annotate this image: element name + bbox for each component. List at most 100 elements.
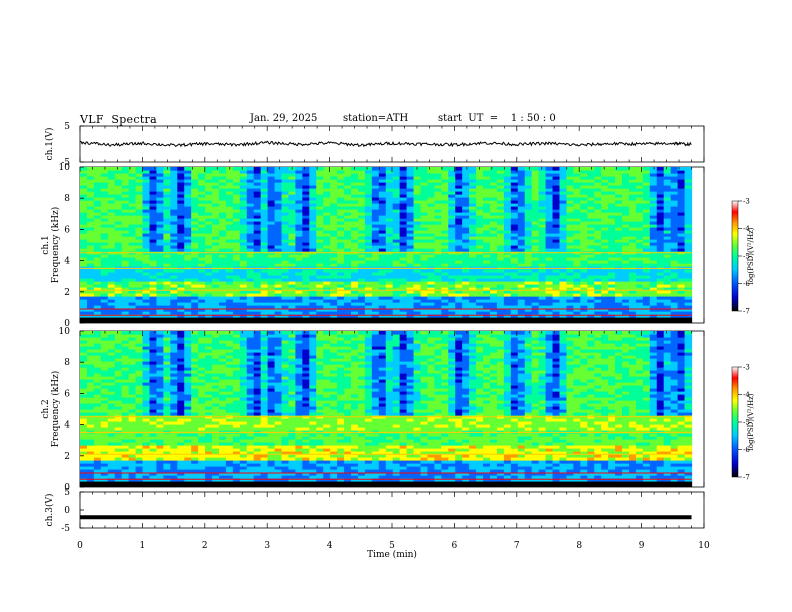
spectrogram-cell bbox=[149, 212, 158, 216]
spectrogram-cell bbox=[86, 442, 95, 446]
spectrogram-cell bbox=[295, 263, 303, 267]
spectrogram-cell bbox=[413, 293, 422, 297]
spectrogram-cell bbox=[239, 266, 248, 270]
spectrogram-cell bbox=[357, 308, 366, 312]
spectrogram-cell bbox=[114, 379, 123, 383]
spectrogram-cell bbox=[80, 337, 88, 341]
spectrogram-cell bbox=[351, 242, 359, 246]
spectrogram-cell bbox=[364, 248, 373, 252]
spectrogram-cell bbox=[559, 242, 568, 246]
spectrogram-cell bbox=[163, 284, 171, 288]
spectrogram-cell bbox=[281, 248, 290, 252]
spectrogram-cell bbox=[100, 427, 109, 431]
spectrogram-cell bbox=[476, 218, 484, 222]
spectrogram-cell bbox=[378, 308, 387, 312]
spectrogram-cell bbox=[587, 209, 595, 213]
spectrogram-cell bbox=[469, 293, 477, 297]
spectrogram-cell bbox=[538, 200, 547, 204]
spectrogram-cell bbox=[163, 218, 171, 222]
spectrogram-cell bbox=[93, 167, 102, 171]
spectrogram-cell bbox=[253, 239, 262, 243]
spectrogram-cell bbox=[302, 254, 310, 258]
spectrogram-cell bbox=[628, 254, 637, 258]
spectrogram-cell bbox=[107, 478, 116, 482]
spectrogram-cell bbox=[86, 472, 95, 476]
spectrogram-cell bbox=[121, 308, 130, 312]
spectrogram-cell bbox=[608, 179, 616, 183]
spectrogram-cell bbox=[448, 281, 456, 285]
spectrogram-cell bbox=[114, 364, 123, 368]
spectrogram-cell bbox=[288, 209, 297, 213]
spectrogram-cell bbox=[552, 278, 561, 282]
spectrogram-cell bbox=[448, 290, 456, 294]
spectrogram-cell bbox=[649, 284, 658, 288]
spectrogram-cell bbox=[239, 173, 248, 177]
spectrogram-cell bbox=[80, 248, 88, 252]
spectrogram-cell bbox=[601, 215, 609, 219]
spectrogram-cell bbox=[364, 290, 373, 294]
spectrogram-cell bbox=[628, 236, 637, 240]
spectrogram-cell bbox=[406, 278, 415, 282]
spectrogram-cell bbox=[420, 281, 429, 285]
spectrogram-cell bbox=[135, 284, 144, 288]
spectrogram-cell bbox=[601, 302, 609, 306]
spectrogram-cell bbox=[524, 188, 533, 192]
spectrogram-cell bbox=[100, 176, 109, 180]
spectrogram-cell bbox=[406, 308, 415, 312]
spectrogram-cell bbox=[323, 245, 331, 249]
spectrogram-cell bbox=[149, 200, 158, 204]
spectrogram-cell bbox=[622, 287, 630, 291]
spectrogram-cell bbox=[288, 233, 297, 237]
spectrogram-cell bbox=[198, 197, 206, 201]
spectrogram-cell bbox=[135, 242, 144, 246]
spectrogram-cell bbox=[218, 227, 227, 231]
spectrogram-cell bbox=[260, 260, 269, 264]
spectrogram-cell bbox=[656, 311, 665, 315]
spectrogram-cell bbox=[371, 176, 380, 180]
spectrogram-cell bbox=[483, 281, 491, 285]
spectrogram-cell bbox=[427, 308, 436, 312]
spectrogram-cell bbox=[128, 197, 137, 201]
spectrogram-cell bbox=[371, 278, 380, 282]
spectrogram-cell bbox=[80, 448, 88, 452]
spectrogram-cell bbox=[330, 314, 338, 318]
spectrogram-cell bbox=[469, 236, 477, 240]
spectrogram-cell bbox=[392, 221, 401, 225]
spectrogram-cell bbox=[378, 299, 387, 303]
spectrogram-cell bbox=[191, 311, 199, 315]
spectrogram-cell bbox=[392, 203, 401, 207]
spectrogram-cell bbox=[413, 257, 422, 261]
spectrogram-cell bbox=[531, 215, 540, 219]
spectrogram-cell bbox=[316, 290, 324, 294]
spectrogram-cell bbox=[107, 296, 116, 300]
spectrogram-cell bbox=[323, 167, 331, 171]
spectrogram-cell bbox=[163, 230, 171, 234]
spectrogram-cell bbox=[80, 349, 88, 353]
spectrogram-cell bbox=[587, 212, 595, 216]
spectrogram-cell bbox=[628, 239, 637, 243]
spectrogram-cell bbox=[170, 173, 178, 177]
spectrogram-cell bbox=[441, 233, 449, 237]
spectrogram-cell bbox=[177, 224, 185, 228]
spectrogram-cell bbox=[142, 233, 151, 237]
spectrogram-cell bbox=[212, 287, 220, 291]
spectrogram-cell bbox=[670, 299, 679, 303]
spectrogram-cell bbox=[420, 197, 429, 201]
spectrogram-cell bbox=[323, 209, 331, 213]
spectrogram-cell bbox=[594, 236, 602, 240]
spectrogram-cell bbox=[656, 281, 665, 285]
spectrogram-cell bbox=[371, 200, 380, 204]
spectrogram-cell bbox=[573, 278, 581, 282]
spectrogram-cell bbox=[483, 272, 491, 276]
spectrogram-cell bbox=[587, 290, 595, 294]
spectrogram-cell bbox=[392, 230, 401, 234]
spectrogram-cell bbox=[663, 230, 672, 234]
spectrogram-cell bbox=[510, 299, 519, 303]
spectrogram-cell bbox=[135, 209, 144, 213]
spectrogram-cell bbox=[628, 167, 637, 171]
spectrogram-cell bbox=[385, 230, 394, 234]
spectrogram-cell bbox=[656, 239, 665, 243]
spectrogram-cell bbox=[642, 200, 651, 204]
spectrogram-cell bbox=[107, 463, 116, 467]
spectrogram-cell bbox=[316, 239, 324, 243]
